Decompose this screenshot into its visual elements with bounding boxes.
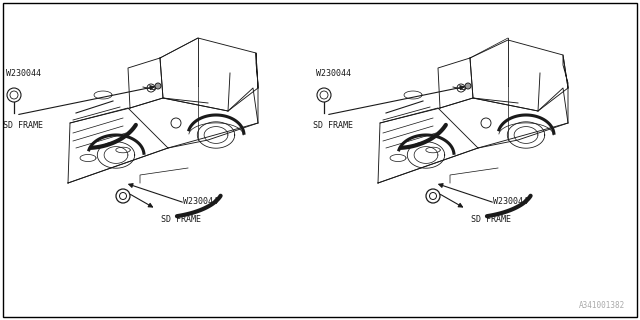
Circle shape	[10, 91, 18, 99]
Circle shape	[317, 88, 331, 102]
Circle shape	[426, 189, 440, 203]
Text: W230044: W230044	[183, 196, 218, 205]
Text: A341001382: A341001382	[579, 301, 625, 310]
Text: SD FRAME: SD FRAME	[471, 214, 511, 223]
Text: SD FRAME: SD FRAME	[313, 121, 353, 130]
Circle shape	[320, 91, 328, 99]
Circle shape	[465, 83, 471, 89]
Text: SD FRAME: SD FRAME	[3, 121, 43, 130]
Circle shape	[155, 83, 161, 89]
Text: W230044: W230044	[316, 68, 351, 77]
Circle shape	[7, 88, 21, 102]
Text: W230044: W230044	[6, 68, 41, 77]
Text: W230044: W230044	[493, 196, 528, 205]
Text: SD FRAME: SD FRAME	[161, 214, 201, 223]
Circle shape	[116, 189, 130, 203]
